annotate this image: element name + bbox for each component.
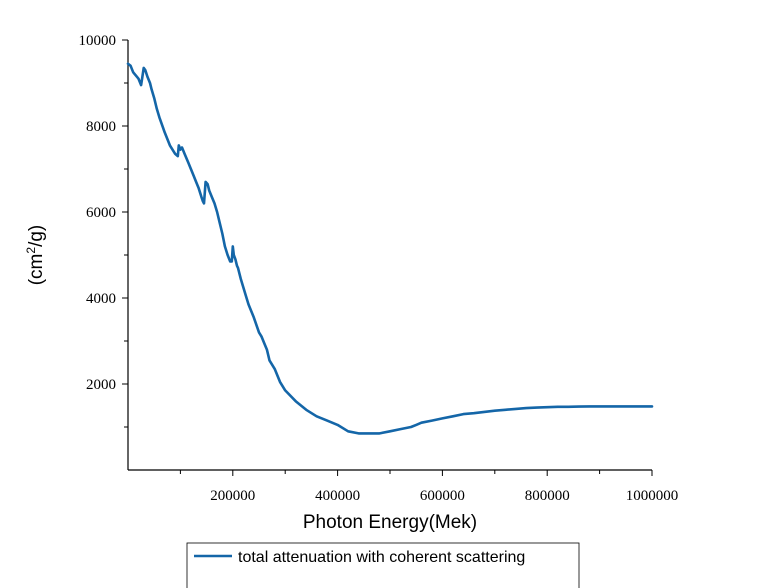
y-axis-title: (cm2/g) — [24, 225, 47, 286]
legend: total attenuation with coherent scatteri… — [186, 542, 580, 588]
series-line-total-attenuation — [126, 62, 654, 435]
x-axis-ticks — [179, 470, 653, 476]
x-tick-label: 1000000 — [626, 488, 679, 504]
y-axis-title-prefix: (cm — [26, 254, 47, 286]
x-tick-label: 400000 — [315, 488, 360, 504]
y-tick-label: 2000 — [86, 377, 116, 393]
y-axis-title-suffix: /g) — [26, 225, 47, 247]
x-axis-tick-labels: 200000 400000 600000 800000 1000000 — [210, 488, 678, 504]
legend-label: total attenuation with coherent scatteri… — [238, 549, 525, 566]
y-axis-ticks — [122, 39, 128, 428]
y-tick-label: 4000 — [86, 291, 116, 307]
x-tick-label: 600000 — [420, 488, 465, 504]
y-axis-title-superscript: 2 — [24, 247, 38, 254]
x-tick-label: 200000 — [210, 488, 255, 504]
legend-box — [186, 542, 580, 588]
y-tick-label: 6000 — [86, 205, 116, 221]
y-tick-label: 10000 — [79, 33, 117, 49]
y-tick-label: 8000 — [86, 119, 116, 135]
y-axis-tick-labels: 2000 4000 6000 8000 10000 — [79, 33, 117, 393]
x-tick-label: 800000 — [525, 488, 570, 504]
x-axis-title: Photon Energy(Mek) — [303, 512, 477, 533]
